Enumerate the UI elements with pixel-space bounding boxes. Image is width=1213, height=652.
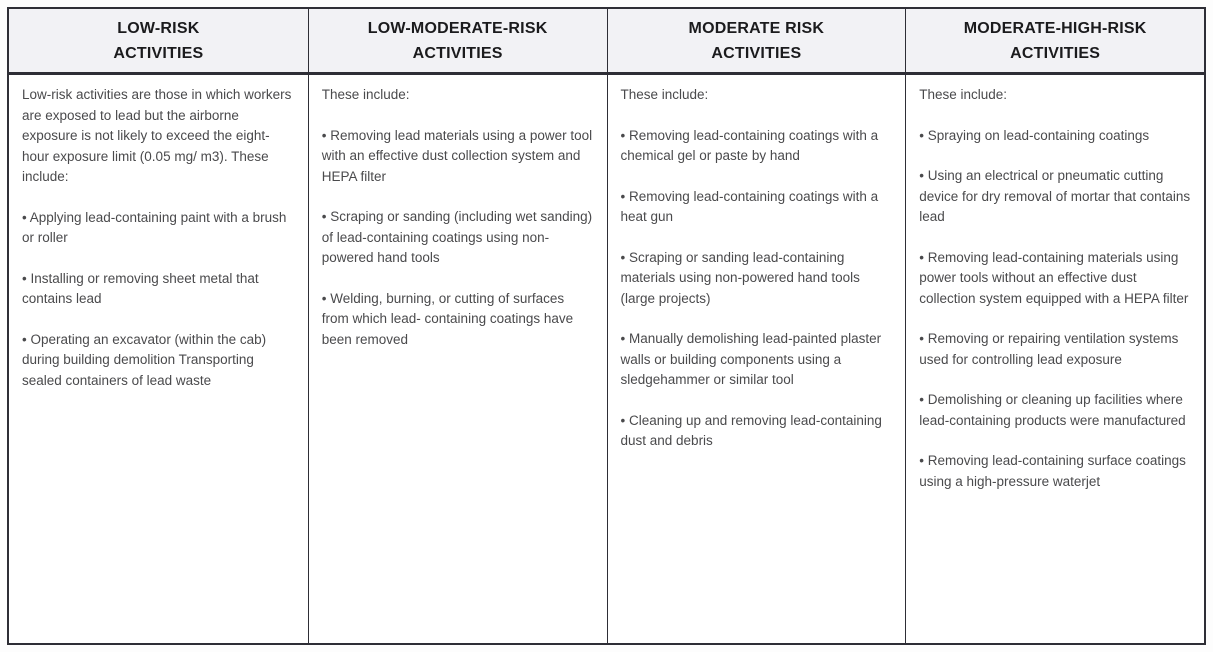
header-line: MODERATE RISK [688,19,825,37]
bullet-item: • Removing lead-containing surface coati… [919,453,1186,489]
column-body-low-risk: Low-risk activities are those in which w… [9,75,308,643]
bullet-item: • Using an electrical or pneumatic cutti… [919,168,1191,224]
bullet-item: • Welding, burning, or cutting of surfac… [321,290,574,347]
bullet-item: • Manually demolishing lead-painted plas… [620,331,882,387]
lead-risk-activities-table: LOW-RISK ACTIVITIES LOW-MODERATE-RISK AC… [7,7,1206,645]
column-intro: These include: [321,87,410,102]
column-intro: These include: [620,87,709,102]
bullet-item: • Cleaning up and removing lead-containi… [620,412,882,449]
bullet-item: • Operating an excavator (within the cab… [22,331,267,388]
column-header-low-moderate-risk: LOW-MODERATE-RISK ACTIVITIES [307,9,607,75]
bullet-item: • Scraping or sanding lead-containing ma… [620,249,860,306]
bullet-item: • Removing lead-containing coatings with… [620,188,879,225]
bullet-item: • Removing lead materials using a power … [321,127,593,184]
header-line: ACTIVITIES [1010,44,1101,62]
bullet-item: • Removing lead-containing materials usi… [919,249,1189,306]
bullet-item: • Demolishing or cleaning up facilities … [919,392,1186,428]
header-line: MODERATE-HIGH-RISK [963,19,1147,37]
bullet-item: • Spraying on lead-containing coatings [919,127,1150,143]
column-body-moderate-risk: These include: • Removing lead-containin… [606,75,906,643]
column-header-low-risk: LOW-RISK ACTIVITIES [9,9,308,75]
header-line: LOW-RISK [117,19,200,37]
column-intro: Low-risk activities are those in which w… [22,87,292,184]
bullet-item: • Scraping or sanding (including wet san… [321,209,593,265]
bullet-item: • Installing or removing sheet metal tha… [22,270,259,307]
bullet-item: • Applying lead-containing paint with a … [22,209,287,246]
column-body-low-moderate-risk: These include: • Removing lead materials… [307,75,607,643]
header-line: ACTIVITIES [711,44,802,62]
bullet-item: • Removing or repairing ventilation syst… [919,331,1179,367]
column-body-moderate-high-risk: These include: • Spraying on lead-contai… [905,75,1204,643]
header-line: ACTIVITIES [412,44,503,62]
bullet-item: • Removing lead-containing coatings with… [620,127,879,164]
header-line: LOW-MODERATE-RISK [367,19,548,37]
column-intro: These include: [919,87,1008,102]
header-line: ACTIVITIES [113,44,204,62]
column-header-moderate-risk: MODERATE RISK ACTIVITIES [606,9,906,75]
column-header-moderate-high-risk: MODERATE-HIGH-RISK ACTIVITIES [905,9,1204,75]
